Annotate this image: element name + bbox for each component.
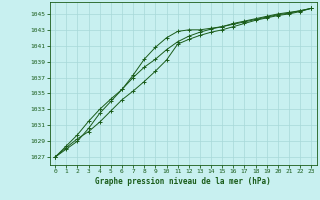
X-axis label: Graphe pression niveau de la mer (hPa): Graphe pression niveau de la mer (hPa) <box>95 177 271 186</box>
